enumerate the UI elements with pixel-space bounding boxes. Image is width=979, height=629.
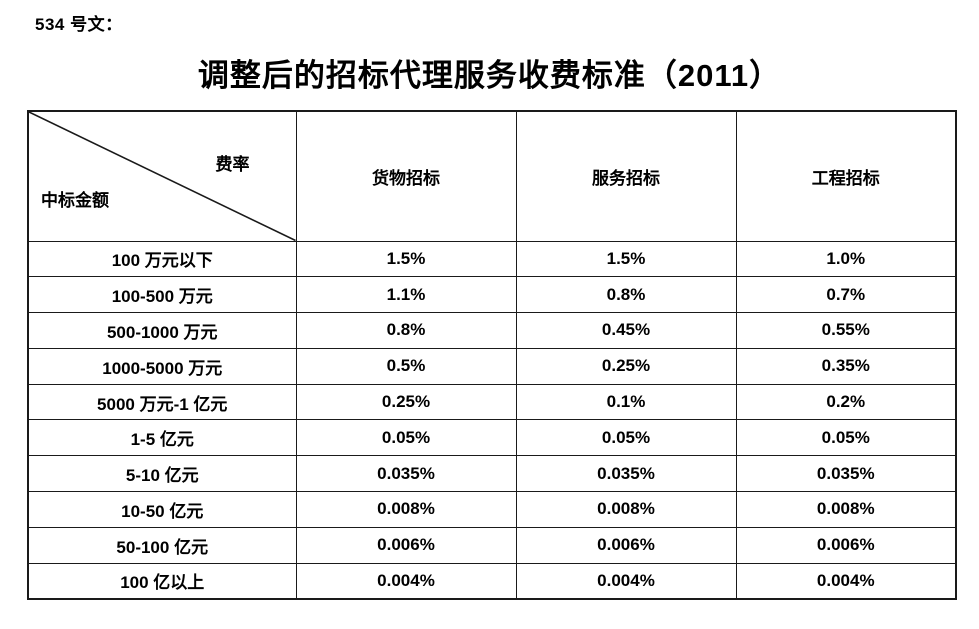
tier-label: 5-10 亿元	[27, 455, 297, 493]
table-row: 100 万元以下 1.5% 1.5% 1.0%	[27, 240, 957, 278]
tier-label: 1-5 亿元	[27, 419, 297, 457]
page-title: 调整后的招标代理服务收费标准（2011）	[197, 58, 782, 93]
rate-value: 0.25%	[515, 347, 737, 385]
rate-value: 0.7%	[735, 276, 957, 314]
rate-value: 0.2%	[735, 383, 957, 421]
tier-label: 10-50 亿元	[27, 491, 297, 528]
rate-value: 0.006%	[515, 526, 737, 564]
rate-value: 0.8%	[515, 276, 737, 314]
rate-value: 0.004%	[735, 562, 957, 600]
rate-value: 0.8%	[295, 312, 517, 349]
rate-value: 0.55%	[735, 312, 957, 349]
rate-value: 0.035%	[515, 455, 737, 493]
tier-label: 100 亿以上	[27, 562, 297, 600]
tier-label: 1000-5000 万元	[27, 347, 297, 385]
table-header: 费率 中标金额 货物招标 服务招标 工程招标	[27, 110, 957, 242]
rate-value: 0.1%	[515, 383, 737, 421]
column-header-goods: 货物招标	[295, 110, 517, 242]
diagonal-corner-cell: 费率 中标金额	[27, 110, 297, 242]
table-row: 10-50 亿元 0.008% 0.008% 0.008%	[27, 491, 957, 528]
table-body: 100 万元以下 1.5% 1.5% 1.0% 100-500 万元 1.1% 0.8% 0.…	[27, 240, 957, 600]
rate-value: 0.006%	[295, 526, 517, 564]
tier-label: 100 万元以下	[27, 240, 297, 278]
rate-value: 0.008%	[515, 491, 737, 528]
rate-value: 1.5%	[515, 240, 737, 278]
table-row: 1000-5000 万元 0.5% 0.25% 0.35%	[27, 347, 957, 385]
rate-value: 0.05%	[515, 419, 737, 457]
tier-label: 5000 万元-1 亿元	[27, 383, 297, 421]
rate-value: 0.004%	[295, 562, 517, 600]
rate-value: 0.35%	[735, 347, 957, 385]
rate-value: 0.004%	[515, 562, 737, 600]
rate-value: 0.25%	[295, 383, 517, 421]
corner-label-bid-amount: 中标金额	[41, 191, 109, 210]
rate-value: 1.1%	[295, 276, 517, 314]
document-number-label: 534 号文：	[35, 15, 123, 34]
rate-value: 0.008%	[295, 491, 517, 528]
corner-label-rate: 费率	[215, 155, 250, 174]
rate-value: 0.035%	[735, 455, 957, 493]
table-row: 5000 万元-1 亿元 0.25% 0.1% 0.2%	[27, 383, 957, 421]
column-header-engineering: 工程招标	[735, 110, 957, 242]
rate-value: 1.5%	[295, 240, 517, 278]
rate-value: 1.0%	[735, 240, 957, 278]
table-row: 500-1000 万元 0.8% 0.45% 0.55%	[27, 312, 957, 349]
rate-value: 0.45%	[515, 312, 737, 349]
diagonal-line	[29, 112, 296, 241]
table-row: 100 亿以上 0.004% 0.004% 0.004%	[27, 562, 957, 600]
rate-value: 0.05%	[735, 419, 957, 457]
table-row: 1-5 亿元 0.05% 0.05% 0.05%	[27, 419, 957, 457]
table-row: 50-100 亿元 0.006% 0.006% 0.006%	[27, 526, 957, 564]
rate-value: 0.008%	[735, 491, 957, 528]
rate-value: 0.05%	[295, 419, 517, 457]
column-header-services: 服务招标	[515, 110, 737, 242]
tier-label: 100-500 万元	[27, 276, 297, 314]
tier-label: 50-100 亿元	[27, 526, 297, 564]
tier-label: 500-1000 万元	[27, 312, 297, 349]
header-row: 费率 中标金额 货物招标 服务招标 工程招标	[27, 110, 957, 242]
table-row: 100-500 万元 1.1% 0.8% 0.7%	[27, 276, 957, 314]
fee-standard-table: 费率 中标金额 货物招标 服务招标 工程招标 100 万元以下 1.5% 1.5% 1…	[27, 110, 957, 600]
rate-value: 0.5%	[295, 347, 517, 385]
rate-value: 0.006%	[735, 526, 957, 564]
table-row: 5-10 亿元 0.035% 0.035% 0.035%	[27, 455, 957, 493]
rate-value: 0.035%	[295, 455, 517, 493]
